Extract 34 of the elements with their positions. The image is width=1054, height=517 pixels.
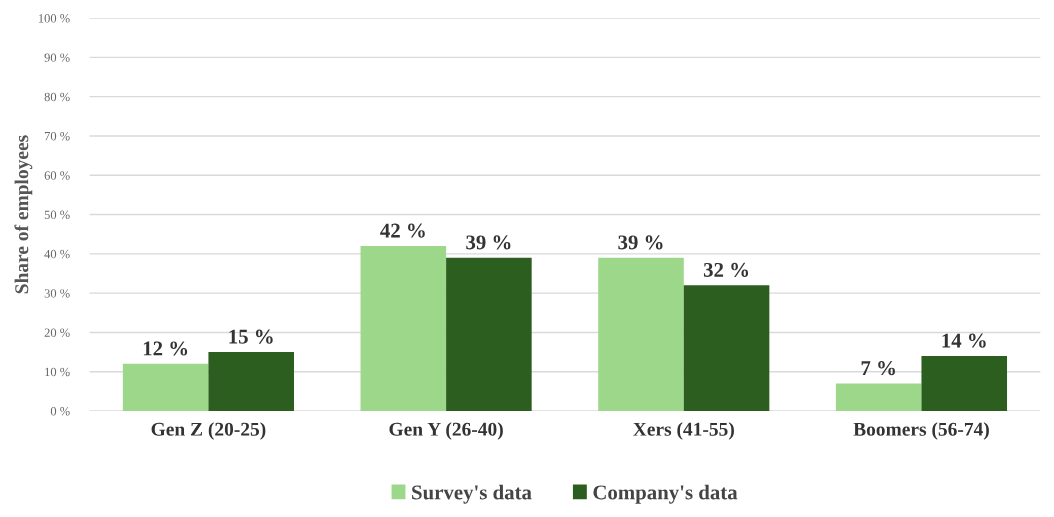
bar (208, 352, 294, 412)
bar (446, 257, 532, 412)
y-tick-label: 20 % (44, 328, 70, 337)
legend-label: Company's data (593, 484, 738, 504)
data-label: 39 % (466, 235, 511, 250)
x-tick-label: Gen Z (20-25) (151, 422, 266, 440)
bar (598, 257, 684, 412)
bar (683, 285, 770, 412)
y-tick-label: 70 % (44, 132, 70, 141)
y-tick-label: 60 % (44, 171, 70, 180)
y-tick-label: 80 % (44, 92, 70, 102)
y-tick-label: 10 % (45, 367, 70, 377)
y-tick-label: 100 % (38, 14, 70, 23)
legend-label: Survey's data (412, 484, 532, 504)
bar (122, 363, 209, 412)
y-tick-label: 30 % (44, 289, 70, 298)
x-tick-label: Xers (41-55) (633, 422, 734, 440)
data-label: 7 % (861, 361, 895, 376)
data-label: 42 % (380, 223, 425, 238)
y-tick-label: 50 % (44, 210, 70, 220)
x-tick-label: Boomers (56-74) (853, 422, 989, 440)
data-label: 12 % (143, 341, 188, 356)
bar (360, 245, 447, 412)
data-label: 39 % (618, 235, 663, 250)
data-label: 14 % (942, 333, 986, 348)
y-tick-label: 40 % (44, 249, 70, 259)
y-tick-label: 90 % (44, 53, 70, 62)
bar (921, 356, 1008, 412)
data-label: 32 % (703, 262, 749, 277)
bar (835, 383, 922, 412)
data-label: 15 % (229, 329, 273, 344)
y-axis-title: Share of employees (14, 135, 33, 294)
x-tick-label: Gen Y (26-40) (389, 422, 503, 440)
y-tick-label: 0 % (50, 407, 70, 416)
